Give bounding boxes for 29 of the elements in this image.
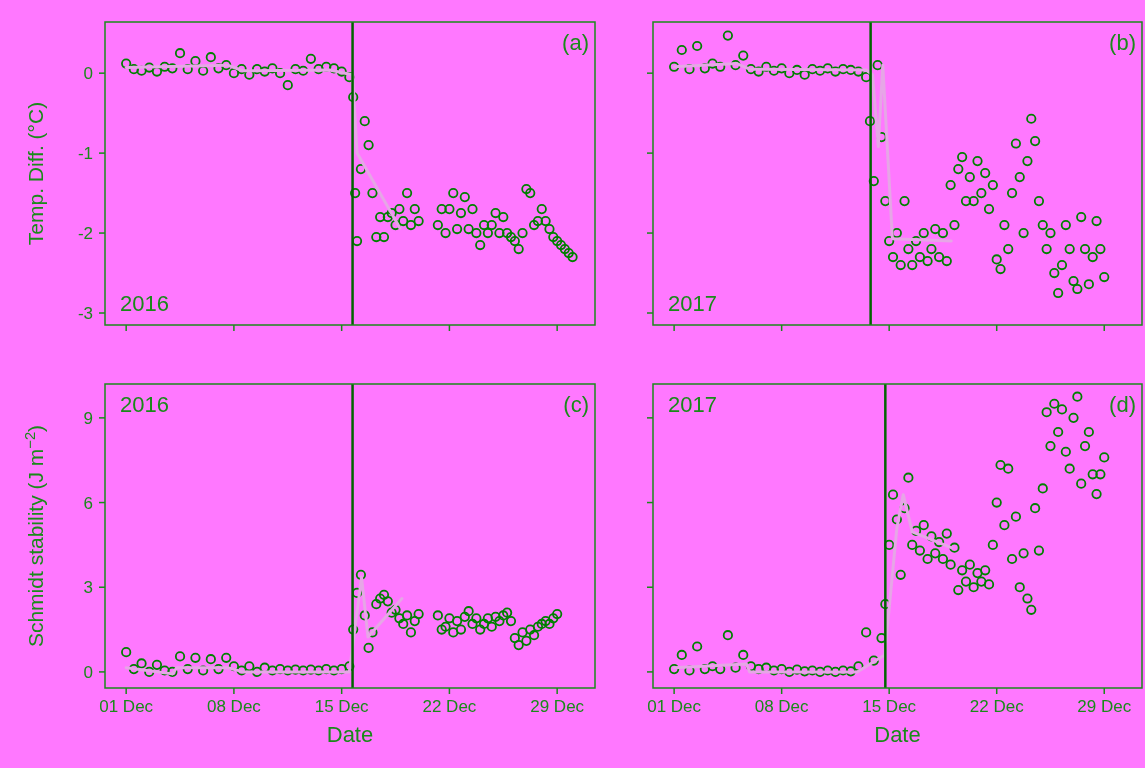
y-tick-label: 9 [83, 408, 93, 428]
x-tick-label: 01 Dec [99, 697, 154, 716]
y-tick-label: -2 [77, 224, 93, 244]
annotation: (b) [1109, 30, 1136, 55]
x-tick-label: 29 Dec [1077, 697, 1132, 716]
annotation: 2016 [120, 291, 169, 316]
x-tick-label: 15 Dec [862, 697, 917, 716]
x-tick-label: 08 Dec [206, 697, 262, 716]
annotation: (d) [1109, 392, 1136, 417]
y-tick-label: -3 [77, 304, 93, 324]
annotation: 2016 [120, 392, 169, 417]
x-tick-label: 22 Dec [422, 697, 477, 716]
y-tick-label: -1 [77, 144, 93, 164]
annotation: (c) [563, 392, 589, 417]
annotation: 2017 [668, 291, 717, 316]
x-axis-title: Date [326, 722, 374, 747]
annotation: (a) [562, 30, 589, 55]
y-axis-title: Temp. Diff. (°C) [24, 101, 47, 246]
x-tick-label: 22 Dec [969, 697, 1025, 716]
y-tick-label: 6 [83, 493, 93, 513]
y-tick-label: 3 [83, 578, 93, 598]
y-tick-label: 0 [83, 64, 93, 84]
x-tick-label: 08 Dec [754, 697, 810, 716]
x-tick-label: 15 Dec [314, 697, 370, 716]
annotation: 2017 [668, 392, 717, 417]
x-axis-title: Date [874, 722, 921, 747]
x-tick-label: 01 Dec [647, 697, 702, 716]
x-tick-label: 29 Dec [530, 697, 585, 716]
y-tick-label: 0 [83, 662, 93, 682]
